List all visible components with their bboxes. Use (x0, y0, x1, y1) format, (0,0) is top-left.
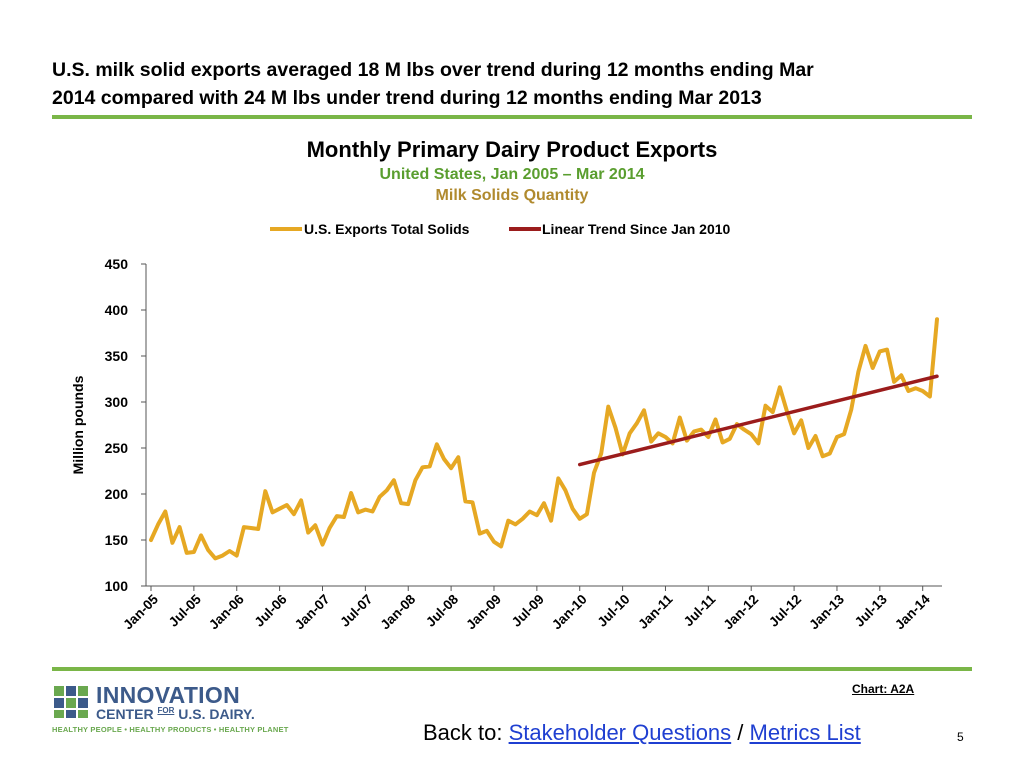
series-line-exports-total-solids (149, 317, 939, 561)
logo-center: CENTER (96, 706, 154, 722)
x-tick-label: Jul-05 (166, 591, 205, 630)
chart-title: Monthly Primary Dairy Product Exports (306, 137, 718, 162)
x-tick-label: Jul-13 (852, 591, 891, 630)
logo-text-line1: INNOVATION (96, 682, 240, 708)
y-tick-label: 400 (105, 302, 129, 318)
x-tick-label: Jan-13 (806, 591, 847, 632)
legend-label-exports: U.S. Exports Total Solids (304, 221, 470, 237)
logo-for: FOR (157, 706, 175, 715)
metrics-list-link[interactable]: Metrics List (749, 720, 861, 745)
x-tick-label: Jan-12 (720, 592, 761, 633)
logo-mark-icon (54, 686, 88, 718)
x-tick-label: Jan-08 (378, 591, 419, 632)
x-tick-label: Jan-10 (549, 592, 590, 633)
x-tick-label: Jan-14 (892, 591, 933, 632)
legend-label-trend: Linear Trend Since Jan 2010 (542, 221, 731, 237)
page-number: 5 (957, 730, 964, 744)
x-tick-label: Jan-06 (206, 591, 247, 632)
x-tick-label: Jul-07 (337, 592, 375, 630)
logo-text-line2: CENTER FOR U.S. DAIRY. (96, 706, 255, 722)
exports-line-chart: 100 150 200 250 300 350 400 450 Million pounds Ja… (70, 221, 942, 633)
stakeholder-questions-link[interactable]: Stakeholder Questions (508, 720, 732, 745)
y-tick-label: 150 (105, 532, 129, 548)
bottom-divider (52, 667, 972, 671)
x-tick-label: Jul-11 (681, 591, 719, 629)
y-axis-title: Million pounds (70, 375, 86, 474)
y-tick-label: 450 (105, 256, 129, 272)
logo-usdairy: U.S. DAIRY. (178, 706, 255, 722)
nav-separator: / (731, 720, 750, 745)
y-tick-label: 350 (105, 348, 129, 364)
y-tick-label: 200 (105, 486, 129, 502)
back-navigation: Back to: Stakeholder Questions / Metrics… (423, 720, 861, 746)
x-tick-label: Jan-05 (120, 591, 161, 632)
y-tick-label: 300 (105, 394, 129, 410)
slide-headline: U.S. milk solid exports averaged 18 M lb… (52, 56, 982, 112)
logo-tagline: HEALTHY PEOPLE • HEALTHY PRODUCTS • HEAL… (52, 725, 289, 734)
back-prefix: Back to: (423, 720, 509, 745)
y-tick-label: 100 (105, 578, 129, 594)
x-tick-label: Jul-08 (423, 591, 462, 630)
headline-line-1: U.S. milk solid exports averaged 18 M lb… (52, 59, 814, 81)
top-divider (52, 115, 972, 119)
x-tick-label: Jul-09 (509, 592, 547, 630)
headline-line-2: 2014 compared with 24 M lbs under trend … (52, 87, 762, 109)
y-tick-label: 250 (105, 440, 129, 456)
x-tick-label: Jan-07 (292, 592, 333, 633)
innovation-center-logo: INNOVATION CENTER FOR U.S. DAIRY. HEALTH… (52, 682, 288, 736)
x-tick-label: Jul-06 (252, 591, 291, 630)
series-line-linear-trend (577, 374, 939, 467)
chart-subtitle-2: Milk Solids Quantity (435, 187, 589, 204)
x-tick-label: Jan-09 (463, 592, 504, 633)
chart-subtitle: United States, Jan 2005 – Mar 2014 (379, 166, 645, 183)
x-tick-label: Jul-10 (595, 592, 633, 630)
x-tick-label: Jan-11 (635, 591, 676, 632)
chart-reference: Chart: A2A (852, 682, 915, 696)
x-tick-label: Jul-12 (766, 592, 804, 630)
